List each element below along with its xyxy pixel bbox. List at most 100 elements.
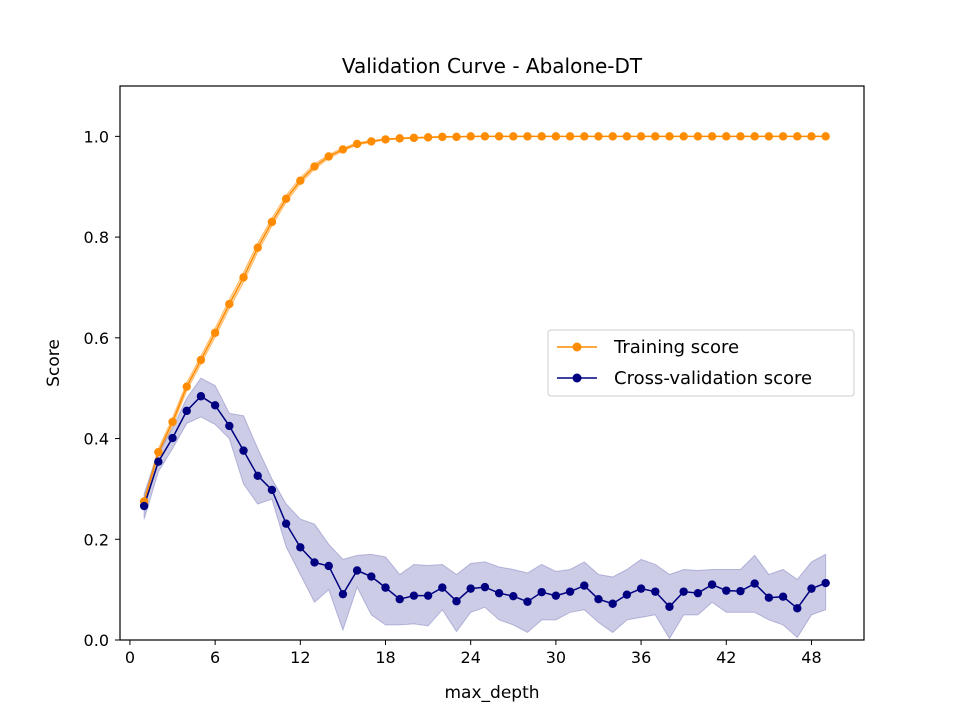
y-tick-label: 0.8 [84, 228, 109, 247]
cross-validation-score-point [807, 584, 816, 593]
training-score-point [338, 145, 348, 154]
x-axis-ticks: 0 6 12 18 24 30 36 42 48 [125, 640, 822, 667]
cross-validation-score-point [253, 471, 262, 481]
training-score-point [608, 132, 617, 141]
cross-validation-score-point [537, 587, 546, 597]
cross-validation-score-point [580, 581, 589, 590]
training-score-point [367, 137, 376, 146]
x-tick-label: 36 [631, 648, 651, 667]
cross-validation-score-point [466, 584, 475, 593]
training-score-point [693, 132, 703, 141]
training-score-point [523, 132, 532, 141]
cross-validation-score-point [296, 543, 305, 552]
legend-box [547, 329, 855, 397]
cross-validation-score-point [154, 457, 163, 466]
training-score-point [352, 139, 362, 149]
cross-validation-score-point [267, 485, 277, 495]
cross-validation-score-point [225, 421, 234, 431]
training-score-point [239, 273, 248, 282]
cross-validation-score-point [168, 433, 177, 443]
cross-validation-score-point [423, 591, 433, 600]
cross-validation-score-point [480, 582, 490, 592]
training-score-point [793, 132, 802, 141]
cross-validation-score-point [324, 561, 333, 571]
training-score-point [551, 132, 561, 141]
cross-validation-score-point [651, 587, 660, 596]
x-tick-label: 48 [801, 648, 821, 667]
training-score-point [651, 132, 660, 141]
training-score-point [395, 134, 404, 143]
training-score-point [480, 132, 490, 141]
cross-validation-score-point [438, 583, 447, 592]
training-score-point [707, 132, 717, 141]
y-tick-label: 0.4 [84, 430, 109, 449]
training-score-point [452, 132, 461, 142]
y-axis-label: Score [44, 339, 64, 387]
x-tick-label: 12 [290, 648, 310, 667]
cross-validation-score-point [523, 597, 532, 606]
cross-validation-score-point [608, 599, 617, 608]
cross-validation-score-point [693, 588, 703, 598]
x-tick-label: 6 [210, 648, 220, 667]
training-score-point [154, 447, 163, 457]
training-score-point [438, 132, 447, 142]
y-tick-label: 1.0 [84, 127, 109, 146]
cross-validation-score-point [210, 401, 220, 410]
legend: Training score Cross-validation score [547, 329, 855, 397]
cross-validation-score-point [381, 583, 390, 592]
training-score-point [580, 132, 589, 141]
cross-validation-score-point [551, 591, 561, 600]
training-score-point [423, 133, 433, 142]
training-score-point [381, 135, 390, 144]
cross-validation-score-point [565, 587, 575, 596]
x-tick-label: 30 [546, 648, 566, 667]
x-tick-label: 24 [461, 648, 481, 667]
cross-validation-score-point [679, 587, 688, 596]
training-score-point [324, 152, 333, 161]
x-tick-label: 18 [375, 648, 395, 667]
training-score-point [622, 132, 632, 141]
training-score-point [679, 132, 688, 141]
cross-validation-score-point [707, 580, 717, 589]
training-score-point [764, 132, 774, 141]
training-score-point [509, 132, 518, 141]
cross-validation-score-point [281, 519, 291, 528]
cross-validation-score-point [196, 392, 206, 401]
x-axis-label: max_depth [444, 683, 539, 703]
training-score-point [821, 132, 830, 141]
legend-label-cross-validation: Cross-validation score [614, 368, 812, 389]
cross-validation-score-point [636, 584, 646, 593]
training-score-point [210, 328, 220, 337]
training-score-point [225, 299, 234, 309]
training-score-point [722, 132, 731, 141]
cross-validation-score-point [310, 558, 319, 567]
training-score-point [253, 243, 262, 252]
plot-area-frame [119, 85, 865, 641]
y-axis-ticks: 0.0 0.2 0.4 0.6 0.8 1.0 [84, 127, 120, 650]
cross-validation-score-point [736, 586, 745, 596]
cross-validation-score-point [367, 572, 376, 581]
training-score-point [281, 194, 291, 204]
cross-validation-score-point [764, 593, 774, 602]
training-score-point [537, 132, 546, 141]
y-tick-label: 0.0 [84, 631, 109, 650]
cross-validation-score-point [509, 591, 518, 601]
training-score-point [310, 162, 319, 171]
cross-validation-score-point [182, 406, 191, 416]
training-score-point [168, 417, 177, 427]
legend-swatch-training-marker [572, 342, 582, 352]
cross-validation-score-point [750, 579, 759, 588]
cross-validation-score-point [622, 590, 632, 599]
training-score-point [494, 132, 504, 141]
training-score-point [778, 132, 788, 141]
cross-validation-score-point [239, 446, 248, 455]
training-score-point [665, 132, 674, 141]
cross-validation-score-point [452, 597, 461, 606]
cross-validation-score-point [352, 566, 362, 575]
x-tick-label: 0 [125, 648, 135, 667]
legend-label-training: Training score [613, 337, 739, 358]
cross-validation-score-point [665, 602, 674, 611]
cross-validation-score-point [821, 578, 830, 588]
series-points [139, 132, 830, 613]
